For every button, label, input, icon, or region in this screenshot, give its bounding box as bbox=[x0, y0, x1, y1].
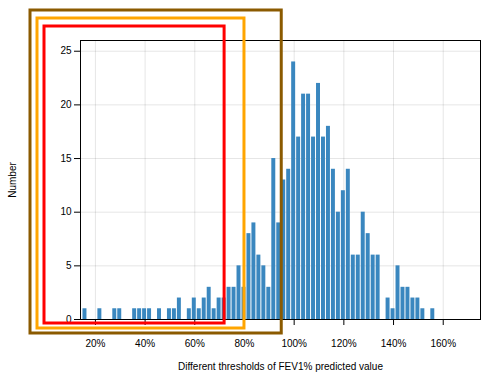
svg-text:10: 10 bbox=[60, 206, 72, 217]
svg-text:20%: 20% bbox=[85, 338, 105, 349]
svg-text:80%: 80% bbox=[234, 338, 254, 349]
svg-text:140%: 140% bbox=[381, 338, 407, 349]
svg-text:60%: 60% bbox=[185, 338, 205, 349]
svg-text:20: 20 bbox=[60, 99, 72, 110]
svg-text:100%: 100% bbox=[281, 338, 307, 349]
svg-text:15: 15 bbox=[60, 153, 72, 164]
svg-text:160%: 160% bbox=[430, 338, 456, 349]
svg-text:Different thresholds of FEV1%: Different thresholds of FEV1% predicted … bbox=[178, 361, 383, 372]
svg-text:40%: 40% bbox=[135, 338, 155, 349]
svg-text:Number: Number bbox=[7, 162, 18, 198]
svg-text:25: 25 bbox=[60, 45, 72, 56]
svg-text:0: 0 bbox=[65, 313, 72, 325]
svg-text:5: 5 bbox=[66, 260, 72, 271]
svg-text:120%: 120% bbox=[331, 338, 357, 349]
